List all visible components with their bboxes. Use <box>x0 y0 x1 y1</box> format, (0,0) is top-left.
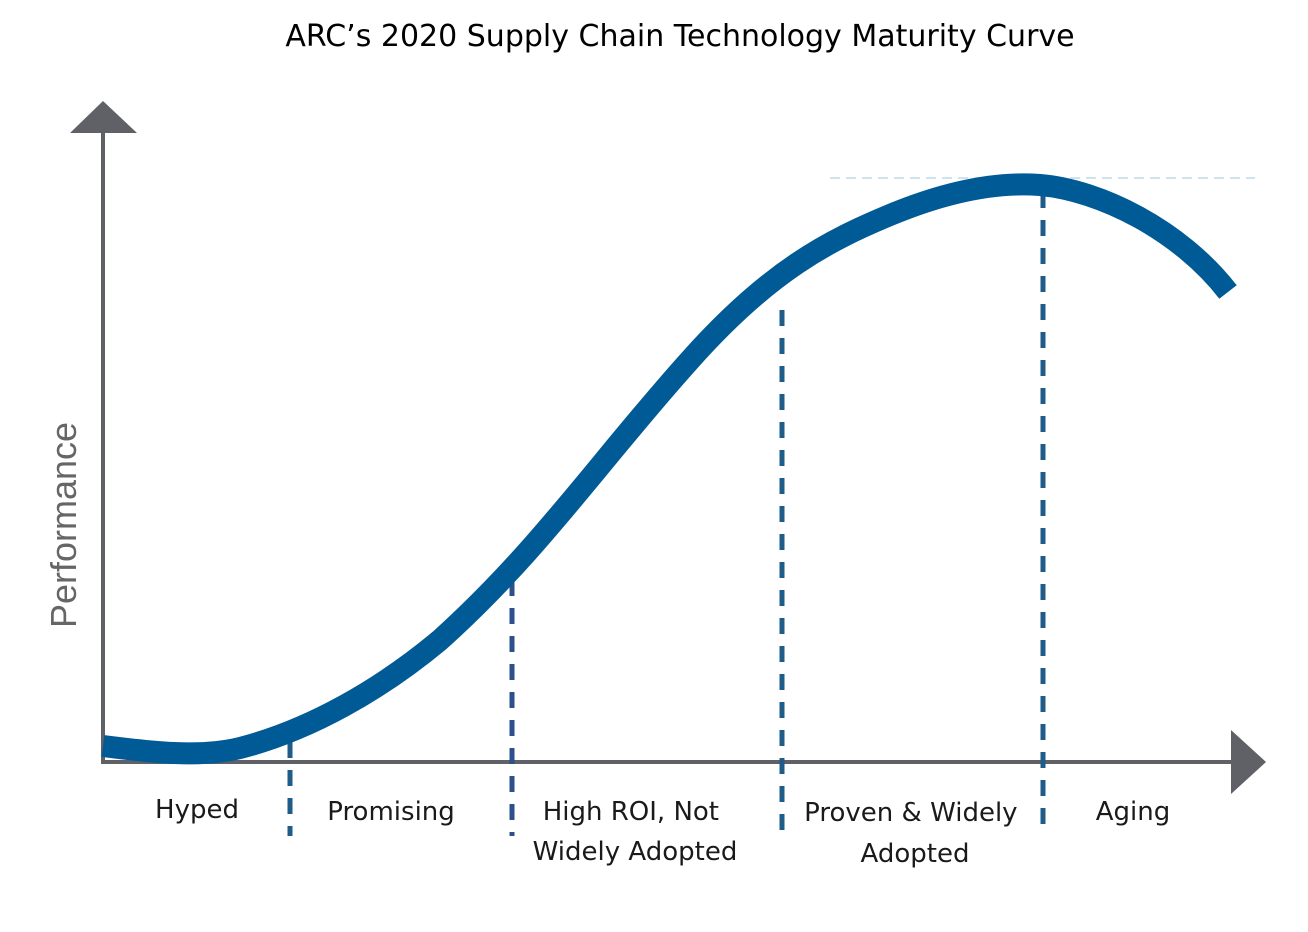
diagram-title: ARC’s 2020 Supply Chain Technology Matur… <box>285 19 1074 54</box>
phase-label-proven: Proven & Widely Adopted <box>804 798 1026 869</box>
maturity-curve <box>101 173 1237 765</box>
y-axis-arrow-icon <box>70 101 137 133</box>
phase-label-promising: Promising <box>327 797 455 827</box>
phase-label-high-roi: High ROI, Not Widely Adopted <box>533 797 738 867</box>
y-axis-label: Performance <box>43 422 84 628</box>
phase-label-hyped: Hyped <box>155 795 239 825</box>
x-axis-arrow-icon <box>1231 730 1266 794</box>
phase-label-aging: Aging <box>1096 797 1171 827</box>
